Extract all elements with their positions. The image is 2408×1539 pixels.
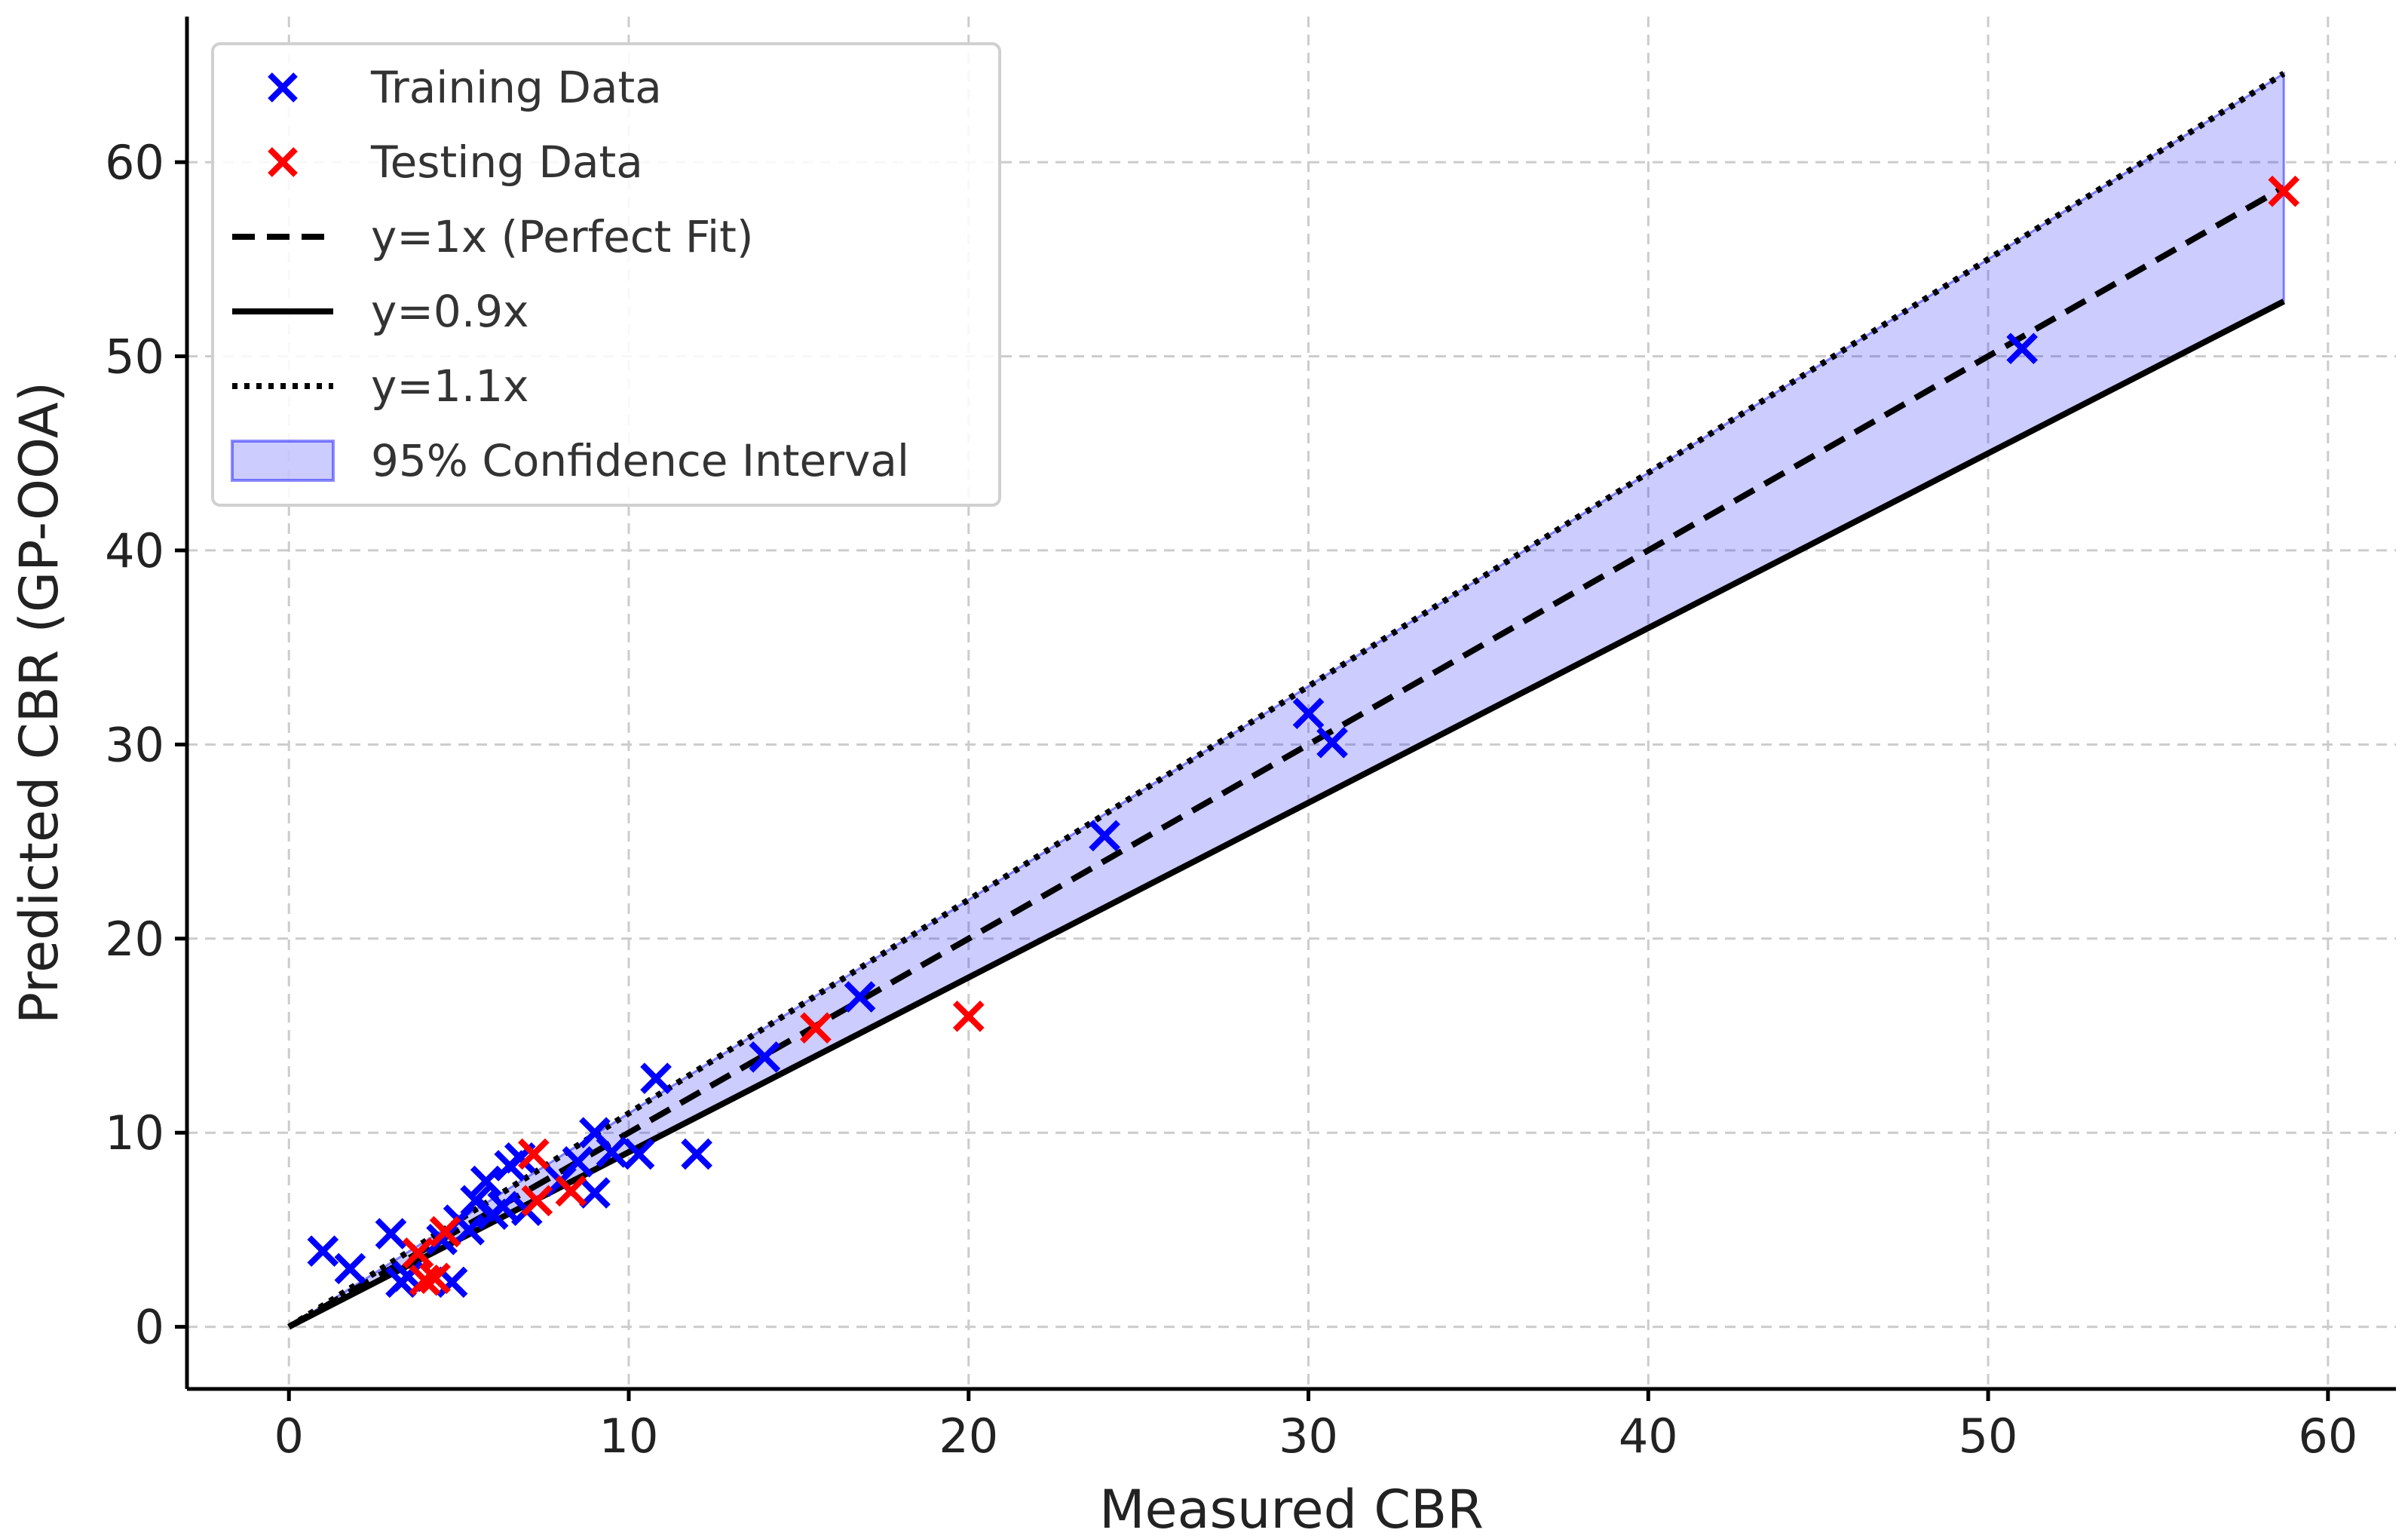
legend-item: Testing Data [268,136,643,188]
legend-item: 95% Confidence Interval [231,435,909,486]
testing-point [402,1237,434,1269]
x-axis-label: Measured CBR [1099,1479,1484,1539]
training-point [307,1235,339,1268]
legend: Training Data Testing Data y=1x (Perfect F… [211,42,1001,507]
y-tick-label: 30 [105,717,164,772]
training-point [470,1165,502,1197]
legend-item: y=0.9x [232,286,529,337]
y-tick-label: 10 [105,1105,164,1160]
training-point [2006,333,2038,365]
x-tick-label: 40 [1619,1409,1678,1464]
y-tick-label: 50 [105,329,164,384]
legend-label: y=0.9x [371,286,529,337]
reference-line [287,185,2286,1330]
training-point [334,1252,366,1285]
testing-point [517,1138,550,1170]
y-tick-label: 40 [105,523,164,578]
x-tick-label: 60 [2298,1409,2357,1464]
legend-band-swatch [231,440,335,482]
x-tick-label: 50 [1959,1409,2018,1464]
training-point [623,1138,655,1170]
y-tick-label: 60 [105,135,164,190]
training-point [1089,820,1120,852]
x-tick-label: 30 [1279,1409,1338,1464]
legend-label: 95% Confidence Interval [371,435,909,486]
testing-point [409,1265,441,1296]
training-point [749,1041,781,1073]
legend-label: Testing Data [370,136,643,188]
testing-point [429,1216,461,1248]
training-point [640,1062,672,1094]
training-point [562,1145,594,1178]
legend-item: Training Data [268,62,662,113]
reference-line [287,299,2286,1330]
reference-lines-layer [287,71,2286,1330]
legend-marker-x [268,72,298,103]
training-point [1316,726,1348,759]
testing-point [952,1000,985,1032]
training-point [375,1218,407,1249]
testing-point [521,1185,553,1217]
x-tick-label: 0 [274,1409,304,1464]
y-tick-label: 20 [105,912,164,967]
training-point [487,1191,519,1222]
legend-label: Training Data [370,62,662,113]
y-axis-label: Predicted CBR (GP-OOA) [8,382,70,1024]
training-point [1292,697,1325,729]
testing-point [555,1175,587,1207]
y-tick-label: 0 [135,1300,164,1355]
legend-label: y=1.1x [371,360,529,412]
grid-lines [187,17,2396,1389]
x-tick-label: 20 [939,1409,998,1464]
training-point [681,1138,712,1170]
legend-label: y=1x (Perfect Fit) [371,211,753,262]
training-point [844,981,876,1013]
testing-point [2268,175,2300,207]
data-points-layer [307,175,2300,1298]
legend-item: y=1x (Perfect Fit) [232,211,753,262]
legend-box [211,42,1001,507]
training-point [596,1136,628,1168]
testing-point [419,1262,451,1295]
testing-point [800,1012,832,1044]
axes: 0 10 20 30 40 50 60 0 10 20 30 40 50 60 [105,17,2396,1464]
legend-marker-x [268,147,298,177]
legend-item: y=1.1x [232,360,529,412]
x-tick-label: 10 [599,1409,659,1464]
